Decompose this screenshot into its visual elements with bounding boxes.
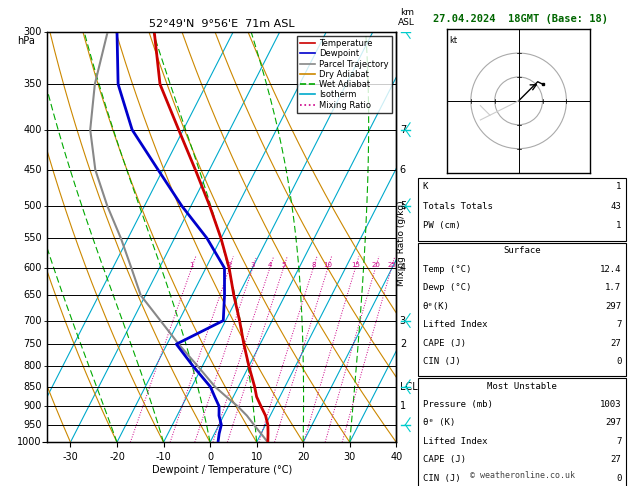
Text: 900: 900 (23, 401, 42, 411)
Text: 15: 15 (351, 262, 360, 268)
Text: 25: 25 (387, 262, 396, 268)
Text: 350: 350 (23, 79, 42, 89)
Text: 297: 297 (605, 302, 621, 311)
Text: 1: 1 (189, 262, 194, 268)
Text: 950: 950 (23, 420, 42, 430)
Text: θᵉ(K): θᵉ(K) (423, 302, 450, 311)
X-axis label: Dewpoint / Temperature (°C): Dewpoint / Temperature (°C) (152, 465, 292, 475)
Text: 400: 400 (23, 125, 42, 135)
Text: 2: 2 (400, 339, 406, 349)
Text: 2: 2 (227, 262, 231, 268)
Text: 550: 550 (23, 233, 42, 243)
Text: Surface: Surface (503, 246, 541, 256)
Text: hPa: hPa (17, 35, 35, 46)
Text: 1.7: 1.7 (605, 283, 621, 293)
Text: 1: 1 (400, 401, 406, 411)
Text: 6: 6 (400, 165, 406, 175)
Text: K: K (423, 182, 428, 191)
Legend: Temperature, Dewpoint, Parcel Trajectory, Dry Adiabat, Wet Adiabat, Isotherm, Mi: Temperature, Dewpoint, Parcel Trajectory… (297, 36, 392, 113)
Text: 1: 1 (616, 182, 621, 191)
Text: 12.4: 12.4 (600, 265, 621, 274)
Text: θᵉ (K): θᵉ (K) (423, 418, 455, 428)
Text: 850: 850 (23, 382, 42, 392)
Text: 20: 20 (371, 262, 380, 268)
Text: Mixing Ratio (g/kg): Mixing Ratio (g/kg) (397, 200, 406, 286)
Text: 4: 4 (400, 263, 406, 273)
Text: 800: 800 (23, 361, 42, 371)
Text: LCL: LCL (400, 382, 418, 392)
Text: 650: 650 (23, 290, 42, 300)
Text: 450: 450 (23, 165, 42, 175)
Text: 43: 43 (611, 202, 621, 211)
Text: 8: 8 (311, 262, 316, 268)
Text: kt: kt (449, 36, 457, 45)
Text: 0: 0 (616, 474, 621, 483)
Text: 7: 7 (400, 125, 406, 135)
Text: Lifted Index: Lifted Index (423, 437, 487, 446)
Text: CIN (J): CIN (J) (423, 474, 460, 483)
Text: Totals Totals: Totals Totals (423, 202, 493, 211)
Text: 3: 3 (400, 315, 406, 326)
Text: PW (cm): PW (cm) (423, 221, 460, 230)
Text: 500: 500 (23, 201, 42, 211)
Text: 0: 0 (616, 357, 621, 366)
Text: Temp (°C): Temp (°C) (423, 265, 471, 274)
Text: © weatheronline.co.uk: © weatheronline.co.uk (470, 471, 574, 480)
Text: CAPE (J): CAPE (J) (423, 339, 465, 348)
Title: 52°49'N  9°56'E  71m ASL: 52°49'N 9°56'E 71m ASL (149, 19, 294, 30)
Text: 27: 27 (611, 339, 621, 348)
Text: 7: 7 (616, 437, 621, 446)
Text: Most Unstable: Most Unstable (487, 382, 557, 391)
Text: 1000: 1000 (18, 437, 42, 447)
Text: Dewp (°C): Dewp (°C) (423, 283, 471, 293)
Text: km
ASL: km ASL (398, 8, 415, 28)
Text: 300: 300 (23, 27, 42, 36)
Text: Lifted Index: Lifted Index (423, 320, 487, 330)
Text: 5: 5 (400, 201, 406, 211)
Text: CIN (J): CIN (J) (423, 357, 460, 366)
Text: 27.04.2024  18GMT (Base: 18): 27.04.2024 18GMT (Base: 18) (433, 14, 608, 24)
Text: 7: 7 (616, 320, 621, 330)
Text: 1: 1 (616, 221, 621, 230)
Text: Pressure (mb): Pressure (mb) (423, 400, 493, 409)
Text: 700: 700 (23, 315, 42, 326)
Text: CAPE (J): CAPE (J) (423, 455, 465, 465)
Text: 3: 3 (250, 262, 255, 268)
Text: 600: 600 (23, 263, 42, 273)
Text: 1003: 1003 (600, 400, 621, 409)
Text: 5: 5 (281, 262, 286, 268)
Text: 297: 297 (605, 418, 621, 428)
Text: 4: 4 (267, 262, 272, 268)
Text: 10: 10 (323, 262, 332, 268)
Text: 750: 750 (23, 339, 42, 349)
Text: 27: 27 (611, 455, 621, 465)
